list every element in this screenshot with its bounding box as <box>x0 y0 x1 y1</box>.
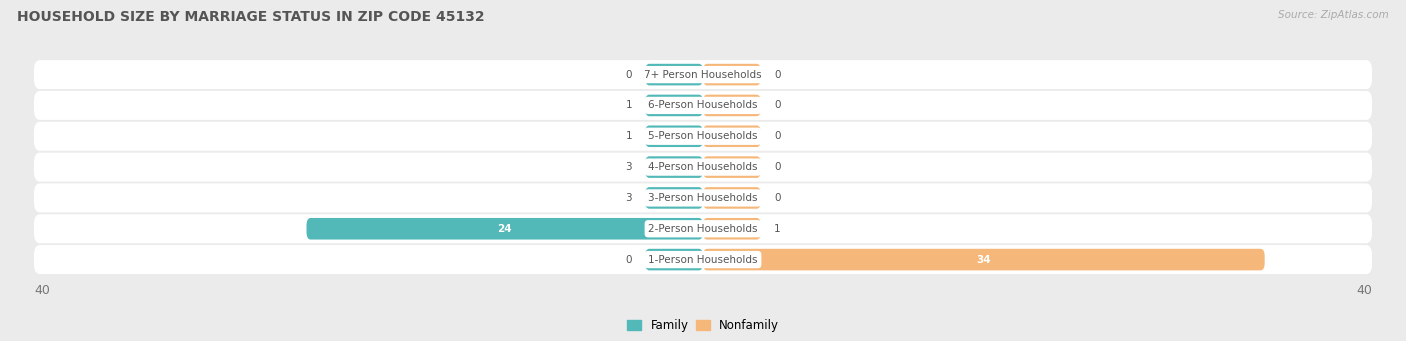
Text: 0: 0 <box>775 131 780 141</box>
Text: 1-Person Households: 1-Person Households <box>648 255 758 265</box>
FancyBboxPatch shape <box>645 64 703 85</box>
Text: 0: 0 <box>775 162 780 172</box>
Text: 3: 3 <box>626 193 631 203</box>
FancyBboxPatch shape <box>34 183 1372 212</box>
FancyBboxPatch shape <box>645 125 703 147</box>
Text: 0: 0 <box>626 70 631 79</box>
Text: HOUSEHOLD SIZE BY MARRIAGE STATUS IN ZIP CODE 45132: HOUSEHOLD SIZE BY MARRIAGE STATUS IN ZIP… <box>17 10 485 24</box>
Text: 0: 0 <box>775 101 780 110</box>
FancyBboxPatch shape <box>645 95 703 116</box>
FancyBboxPatch shape <box>34 122 1372 151</box>
Text: Source: ZipAtlas.com: Source: ZipAtlas.com <box>1278 10 1389 20</box>
Text: 7+ Person Households: 7+ Person Households <box>644 70 762 79</box>
FancyBboxPatch shape <box>645 187 703 209</box>
FancyBboxPatch shape <box>703 95 761 116</box>
FancyBboxPatch shape <box>703 249 1264 270</box>
Text: 3-Person Households: 3-Person Households <box>648 193 758 203</box>
FancyBboxPatch shape <box>703 156 761 178</box>
Text: 24: 24 <box>498 224 512 234</box>
Text: 0: 0 <box>626 255 631 265</box>
FancyBboxPatch shape <box>703 125 761 147</box>
FancyBboxPatch shape <box>34 214 1372 243</box>
Text: 4-Person Households: 4-Person Households <box>648 162 758 172</box>
FancyBboxPatch shape <box>703 218 761 239</box>
Text: 34: 34 <box>977 255 991 265</box>
FancyBboxPatch shape <box>34 91 1372 120</box>
FancyBboxPatch shape <box>34 60 1372 89</box>
Text: 0: 0 <box>775 70 780 79</box>
Text: 3: 3 <box>626 162 631 172</box>
FancyBboxPatch shape <box>703 64 761 85</box>
FancyBboxPatch shape <box>34 153 1372 181</box>
FancyBboxPatch shape <box>307 218 703 239</box>
Text: 5-Person Households: 5-Person Households <box>648 131 758 141</box>
Text: 1: 1 <box>626 101 631 110</box>
FancyBboxPatch shape <box>645 249 703 270</box>
Text: 0: 0 <box>775 193 780 203</box>
Text: 2-Person Households: 2-Person Households <box>648 224 758 234</box>
FancyBboxPatch shape <box>645 156 703 178</box>
Legend: Family, Nonfamily: Family, Nonfamily <box>621 314 785 337</box>
FancyBboxPatch shape <box>703 187 761 209</box>
Text: 1: 1 <box>626 131 631 141</box>
Text: 1: 1 <box>775 224 780 234</box>
Text: 6-Person Households: 6-Person Households <box>648 101 758 110</box>
FancyBboxPatch shape <box>34 245 1372 274</box>
